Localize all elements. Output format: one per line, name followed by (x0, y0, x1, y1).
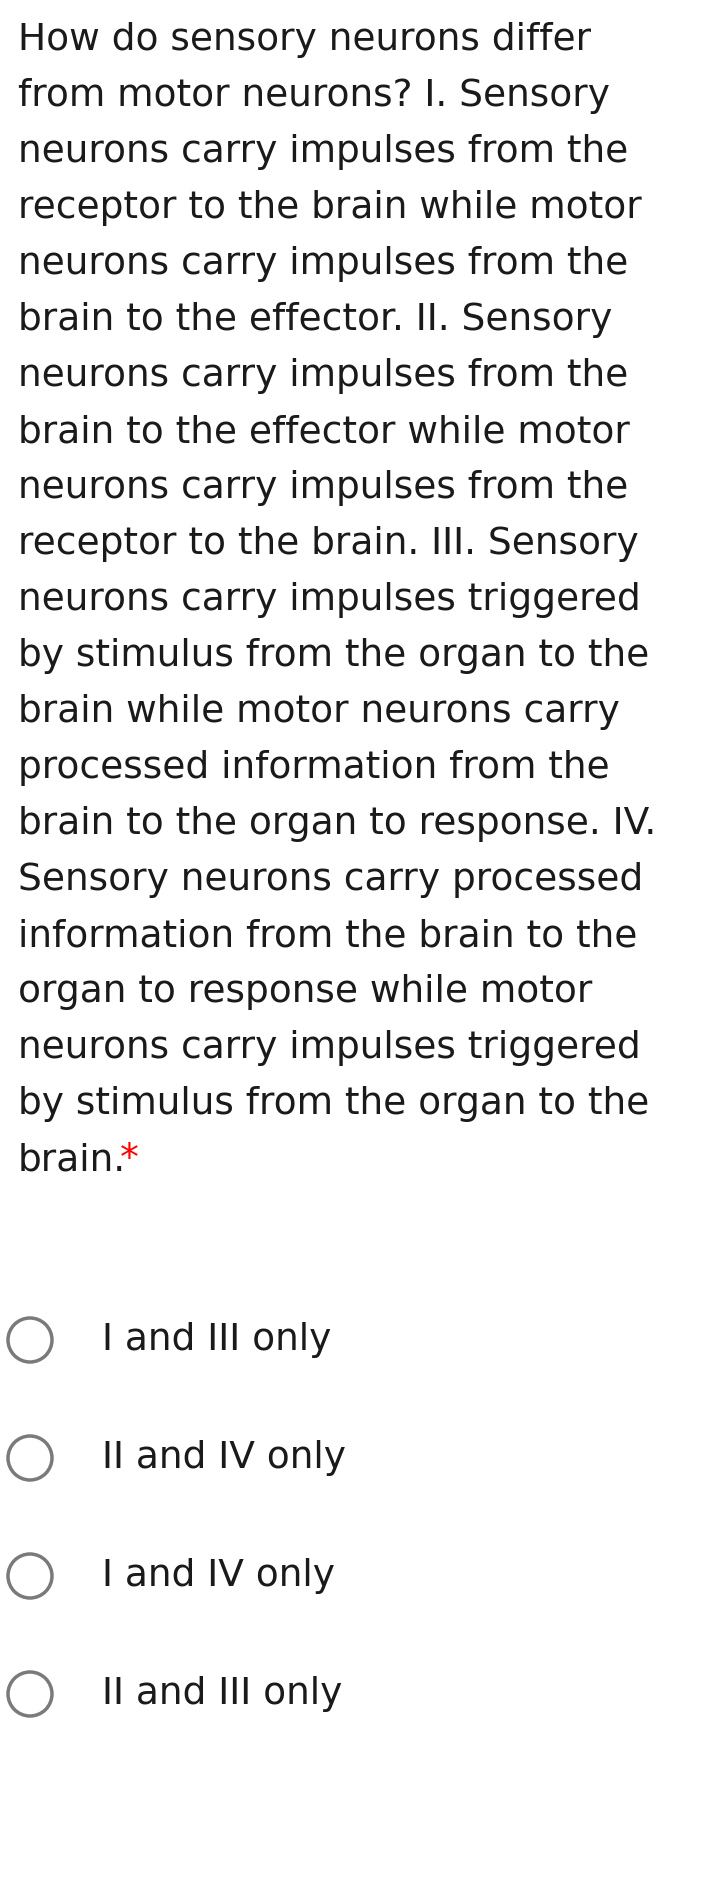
Text: brain.: brain. (18, 1143, 126, 1179)
Text: *: * (119, 1143, 139, 1179)
Text: brain to the organ to response. IV.: brain to the organ to response. IV. (18, 806, 656, 842)
Text: by stimulus from the organ to the: by stimulus from the organ to the (18, 638, 649, 674)
Text: I and III only: I and III only (102, 1323, 331, 1358)
Text: information from the brain to the: information from the brain to the (18, 918, 638, 954)
Text: receptor to the brain. III. Sensory: receptor to the brain. III. Sensory (18, 526, 639, 562)
Text: from motor neurons? I. Sensory: from motor neurons? I. Sensory (18, 78, 610, 114)
Text: brain to the effector while motor: brain to the effector while motor (18, 414, 630, 450)
Text: neurons carry impulses triggered: neurons carry impulses triggered (18, 583, 640, 619)
Text: II and III only: II and III only (102, 1676, 343, 1712)
Text: processed information from the: processed information from the (18, 749, 610, 785)
Text: by stimulus from the organ to the: by stimulus from the organ to the (18, 1086, 649, 1122)
Text: brain while motor neurons carry: brain while motor neurons carry (18, 694, 620, 730)
Text: receptor to the brain while motor: receptor to the brain while motor (18, 189, 642, 225)
Text: neurons carry impulses from the: neurons carry impulses from the (18, 134, 628, 170)
Text: Sensory neurons carry processed: Sensory neurons carry processed (18, 863, 643, 899)
Text: I and IV only: I and IV only (102, 1557, 335, 1593)
Text: brain to the effector. II. Sensory: brain to the effector. II. Sensory (18, 303, 613, 339)
Text: neurons carry impulses from the: neurons carry impulses from the (18, 358, 628, 394)
Text: II and IV only: II and IV only (102, 1440, 346, 1476)
Text: neurons carry impulses from the: neurons carry impulses from the (18, 469, 628, 505)
Text: neurons carry impulses from the: neurons carry impulses from the (18, 246, 628, 282)
Text: How do sensory neurons differ: How do sensory neurons differ (18, 23, 591, 59)
Text: organ to response while motor: organ to response while motor (18, 974, 593, 1010)
Text: neurons carry impulses triggered: neurons carry impulses triggered (18, 1029, 640, 1065)
